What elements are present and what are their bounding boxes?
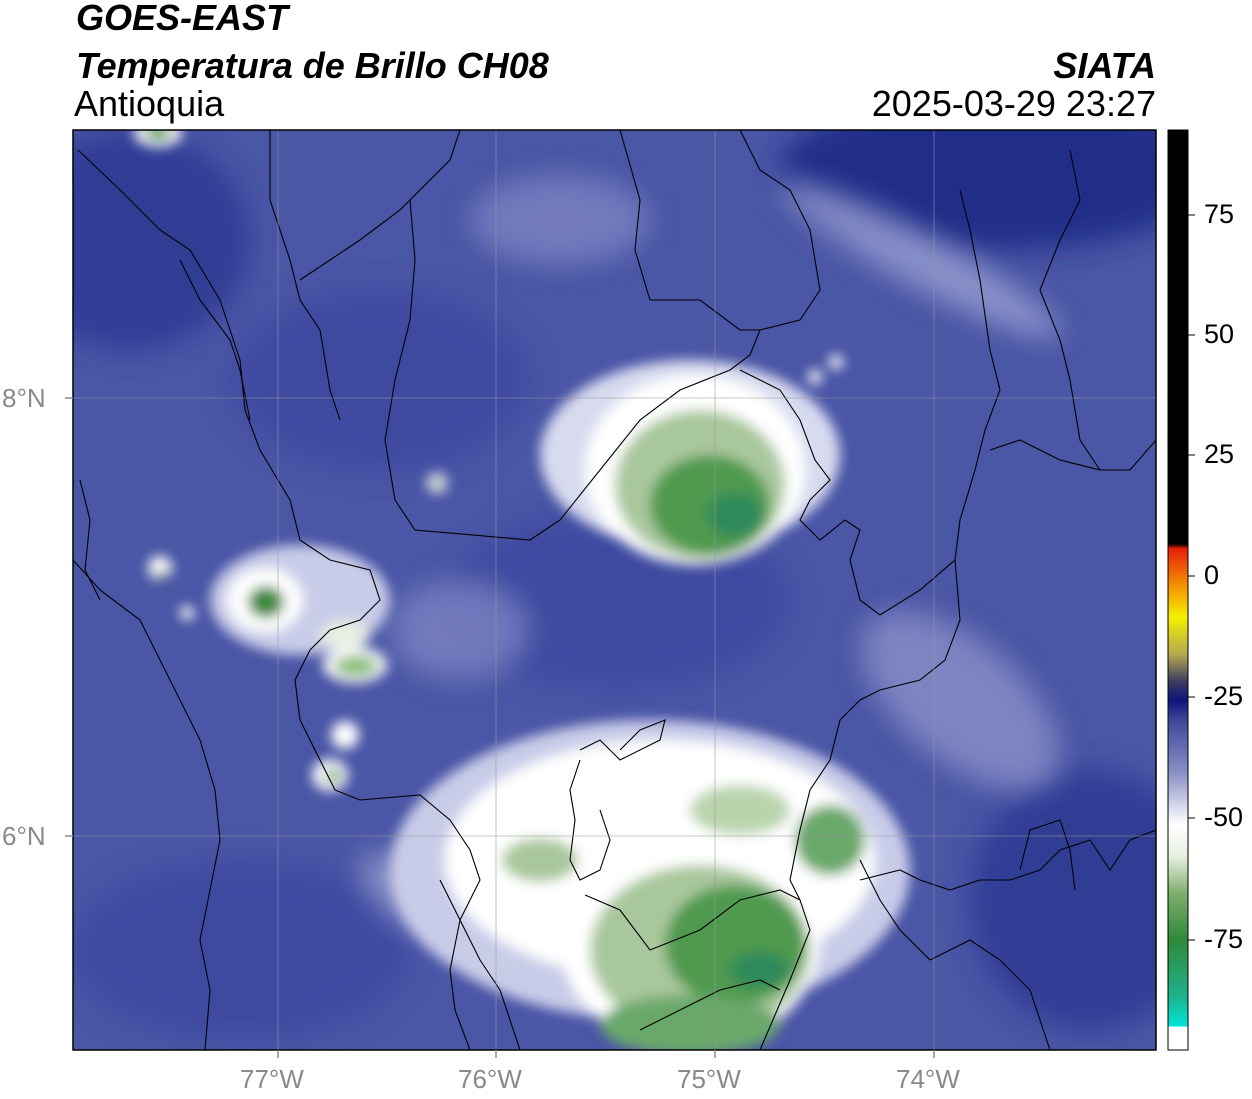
- lon-tick-77w: 77°W: [240, 1064, 304, 1094]
- gridlines: [73, 130, 1156, 1050]
- colorbar-label-minus75: -75: [1204, 924, 1244, 954]
- axis-ticks: [65, 397, 935, 1058]
- border-lines: [73, 130, 1156, 1050]
- colorbar-label-50: 50: [1204, 319, 1235, 349]
- colorbar-label-minus25: -25: [1204, 681, 1244, 711]
- colorbar-label-25: 25: [1204, 439, 1235, 469]
- colorbar-frame: [1167, 129, 1189, 1051]
- satellite-title: GOES-EAST: [76, 0, 289, 38]
- colorbar-ticks: [1188, 214, 1195, 941]
- colorbar: [1168, 130, 1188, 1050]
- colorbar-label-minus50: -50: [1204, 802, 1244, 832]
- lat-tick-6n: 6°N: [2, 821, 46, 851]
- map-frame: [72, 129, 1157, 1051]
- colorbar-label-0: 0: [1204, 560, 1220, 590]
- datetime-label: 2025-03-29 23:27: [871, 83, 1156, 124]
- colorbar-label-75: 75: [1204, 199, 1235, 229]
- lat-tick-8n: 8°N: [2, 383, 46, 413]
- lon-tick-75w: 75°W: [677, 1064, 741, 1094]
- agency-label: SIATA: [1053, 45, 1156, 86]
- region-label: Antioquia: [74, 83, 225, 124]
- product-title: Temperatura de Brillo CH08: [76, 45, 549, 86]
- lon-tick-76w: 76°W: [458, 1064, 522, 1094]
- lon-tick-74w: 74°W: [896, 1064, 960, 1094]
- map-panel: [73, 130, 1156, 1050]
